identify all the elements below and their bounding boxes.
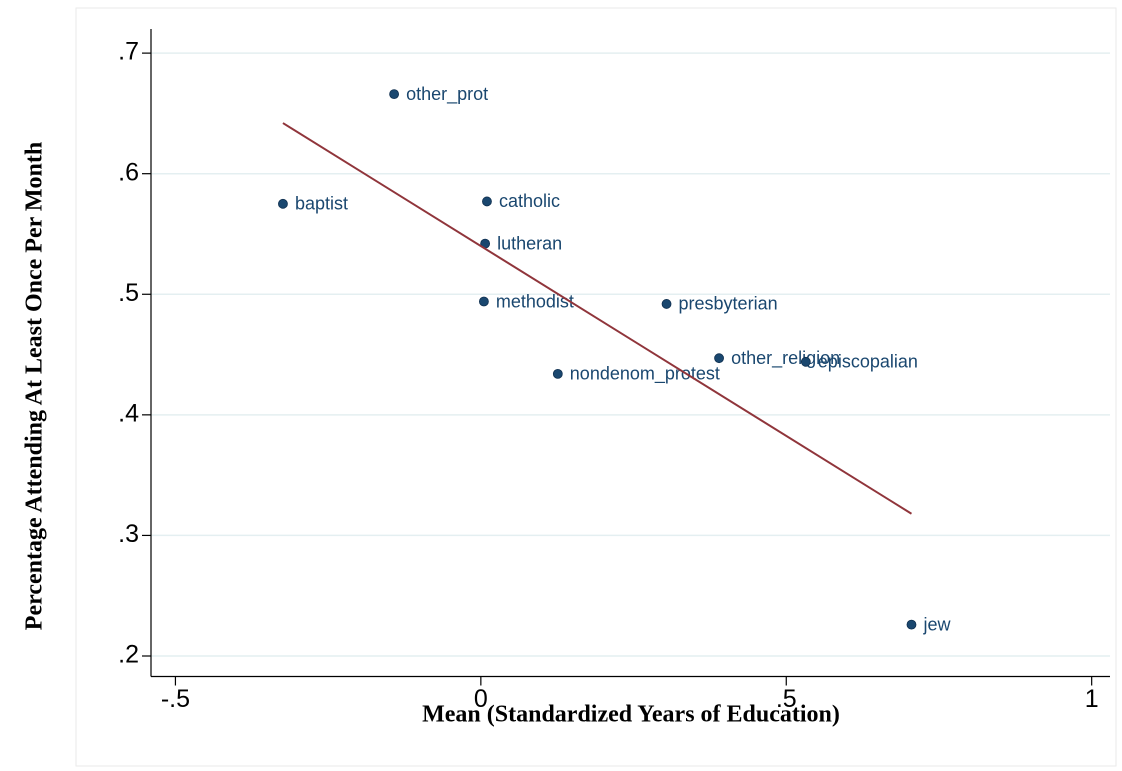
point-label: jew [922, 614, 951, 634]
point [479, 296, 489, 307]
point [800, 356, 811, 367]
x-tick-label: 0 [474, 685, 488, 713]
point-label: episcopalian [818, 352, 918, 372]
y-tick-label: .3 [118, 520, 139, 548]
x-tick-label: .5 [776, 685, 797, 713]
x-axis-title: Mean (Standardized Years of Education) [422, 702, 840, 728]
fit-line [282, 122, 913, 515]
point-label: nondenom_protest [570, 364, 720, 385]
y-tick-label: .2 [118, 641, 139, 669]
point-label: baptist [295, 194, 348, 214]
point-label: other_prot [406, 84, 488, 105]
point-label: other_religion [731, 348, 840, 369]
y-axis-title: Percentage Attending At Least Once Per M… [22, 142, 48, 630]
x-tick-label: -.5 [161, 685, 190, 713]
graph-region [75, 7, 1117, 767]
point [278, 198, 288, 209]
point [552, 368, 563, 379]
point [661, 299, 672, 309]
point-label: presbyterian [679, 294, 778, 314]
y-tick-label: .6 [118, 158, 139, 186]
point-label: methodist [496, 291, 574, 311]
point-label: catholic [499, 191, 560, 211]
point-label: lutheran [497, 233, 562, 253]
point [482, 196, 492, 207]
x-tick-label: 1 [1085, 685, 1099, 713]
y-tick-label: .4 [118, 399, 139, 427]
y-tick-label: .7 [118, 38, 139, 66]
point [906, 619, 917, 630]
point [714, 353, 724, 364]
y-tick-label: .5 [118, 279, 139, 307]
point [389, 89, 400, 100]
